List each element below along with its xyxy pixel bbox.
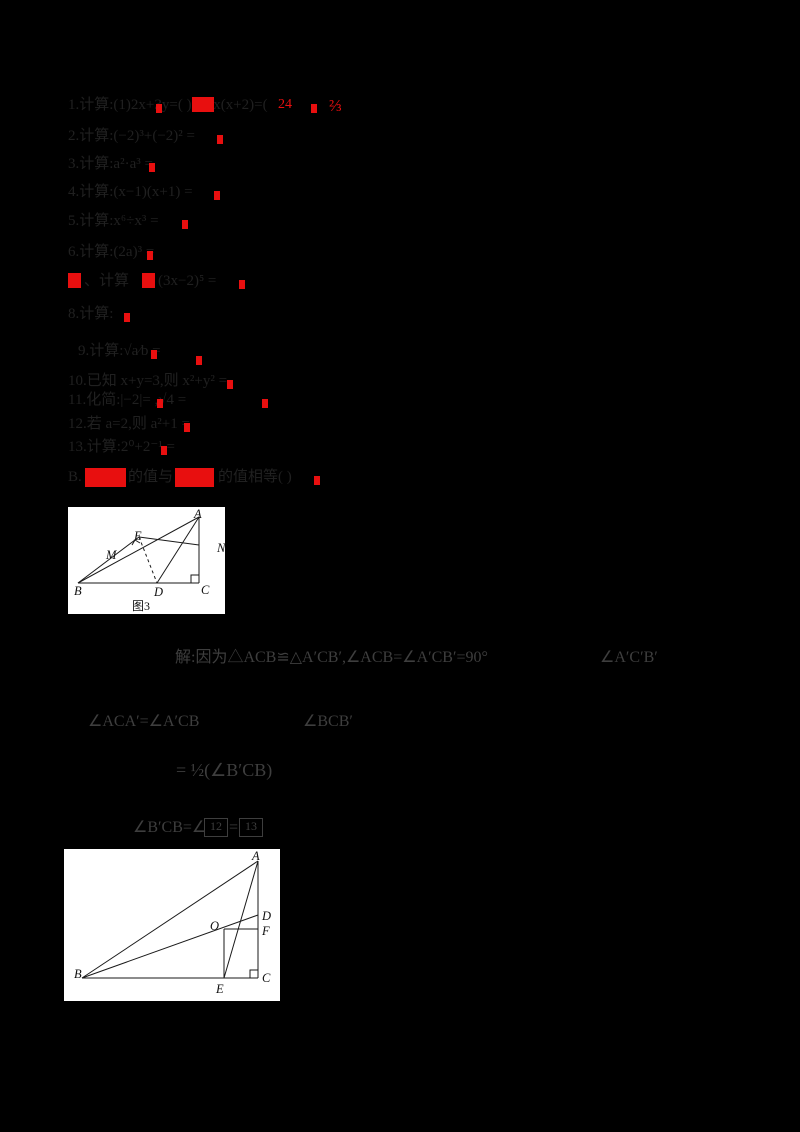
red-mark-dot [184,423,190,432]
answer-box: 13 [239,818,263,837]
question-line: 8.计算: [0,305,800,331]
figure-segment [138,536,158,584]
right-angle-mark [131,539,141,546]
question-line: 9.计算:√a⁄b = [0,342,800,368]
solution-text: ∠A′C′B′ [600,649,658,666]
red-mark-dot [147,251,153,260]
point-label-C: C [262,971,271,985]
question-line: B. 的值与 的值相等( ) [0,468,800,494]
faint-question-text: 10.已知 x+y=3,则 x²+y² = [68,373,228,389]
red-highlight-block [68,273,81,288]
red-mark-dot [124,313,130,322]
red-mark-dot [217,135,223,144]
point-label-C: C [201,583,210,597]
faint-question-text: 11.化简:|−2|= ,√4 = [68,392,187,408]
red-mark-dot [196,356,202,365]
faint-question-text: 2.计算:(−2)³+(−2)² = [68,128,195,144]
faint-question-text: 3.计算:a²·a³ = [68,156,153,172]
red-highlight-block [85,468,126,487]
figure-3: A B C D E M N 图3 [68,507,225,614]
question-line: 1.计算:(1)2x+3y=( );(2)x(x+2)=( 24 ⅔ [0,96,800,122]
solution-text: = [229,819,239,836]
point-label-D: D [154,585,164,599]
faint-question-text: 、计算 [84,273,130,289]
question-line: 6.计算:(2a)³ = [0,243,800,269]
question-line: 10.已知 x+y=3,则 x²+y² = [0,372,800,398]
faint-question-text: 1.计算:(1)2x+3y=( );(2)x(x+2)=( [68,97,268,113]
point-label-E: E [216,982,224,996]
faint-question-text: (3x−2)⁵ = [158,273,217,289]
red-mark-dot [239,280,245,289]
solution-text: ∠BCB′ [303,713,353,730]
red-mark-dot [227,380,233,389]
red-highlight-block [175,468,214,487]
point-label-O: O [210,919,220,933]
solution-line: ∠B′CB=∠ 12 = 13 [0,818,800,844]
faint-question-text: B. [68,469,82,485]
figure-segment [223,860,259,979]
solution-line: = ½(∠B′CB) [0,760,800,786]
question-line: 2.计算:(−2)³+(−2)² = [0,127,800,153]
answer-box: 12 [204,818,228,837]
faint-question-text: 9.计算:√a⁄b = [78,343,161,359]
point-label-F: F [262,924,270,938]
point-label-E: E [134,529,142,543]
question-line: 13.计算:2⁰+2⁻¹ = [0,438,800,464]
question-line: 11.化简:|−2|= ,√4 = [0,391,800,417]
red-mark-dot [157,399,163,408]
red-annotation-text: 24 [278,97,292,112]
faint-question-text: 的值与 [128,469,174,485]
red-mark-dot [161,446,167,455]
red-mark-dot [182,220,188,229]
question-line: 5.计算:x⁶÷x³ = [0,212,800,238]
figure-segment [81,914,259,979]
figure-4-drawing [81,860,259,979]
question-line: 12.若 a=2,则 a²+1 = [0,415,800,441]
figure-segment [138,536,200,546]
faint-question-text: 8.计算: [68,306,114,322]
red-mark-dot [214,191,220,200]
right-angle-mark [190,574,199,583]
red-mark-dot [311,104,317,113]
figure-caption: 图3 [132,599,151,613]
faint-question-text: 13.计算:2⁰+2⁻¹ = [68,439,176,455]
figure-segment [77,516,200,584]
red-mark-dot [149,163,155,172]
faint-question-text: 的值相等( ) [218,469,292,485]
right-angle-mark [249,969,258,978]
question-line: 、计算 (3x−2)⁵ = [0,272,800,298]
point-label-D: D [262,909,272,923]
solution-text: = ½(∠B′CB) [176,760,273,780]
figure-segment [156,516,200,584]
solution-line: ∠ACA′=∠A′CB ∠BCB′ [0,712,800,738]
point-label-N: N [217,541,226,555]
question-line: 3.计算:a²·a³ = [0,155,800,181]
red-annotation-text: ⅔ [329,96,342,115]
point-label-A: A [194,507,202,521]
point-label-B: B [74,967,82,981]
red-mark-dot [314,476,320,485]
red-mark-dot [262,399,268,408]
faint-question-text: 12.若 a=2,则 a²+1 = [68,416,190,432]
red-highlight-block [142,273,155,288]
faint-question-text: 5.计算:x⁶÷x³ = [68,213,159,229]
red-mark-dot [156,104,162,113]
question-line: 4.计算:(x−1)(x+1) = [0,183,800,209]
solution-text: ∠ACA′=∠A′CB [88,713,200,730]
figure-segment [81,860,259,979]
red-highlight-block [192,97,214,112]
point-label-A: A [252,849,260,863]
point-label-B: B [74,584,82,598]
faint-question-text: 4.计算:(x−1)(x+1) = [68,184,193,200]
solution-text: ∠B′CB=∠ [133,819,207,836]
faint-question-text: 6.计算:(2a)³ = [68,244,155,260]
figure-3-drawing [77,516,200,584]
solution-line: 解:因为△ACB≌△A′CB′,∠ACB=∠A′CB′=90° ∠A′C′B′ [0,648,800,674]
red-mark-dot [151,350,157,359]
figure-segment [77,536,140,584]
point-label-M: M [106,548,117,562]
solution-text: 解:因为△ACB≌△A′CB′,∠ACB=∠A′CB′=90° [175,649,488,666]
